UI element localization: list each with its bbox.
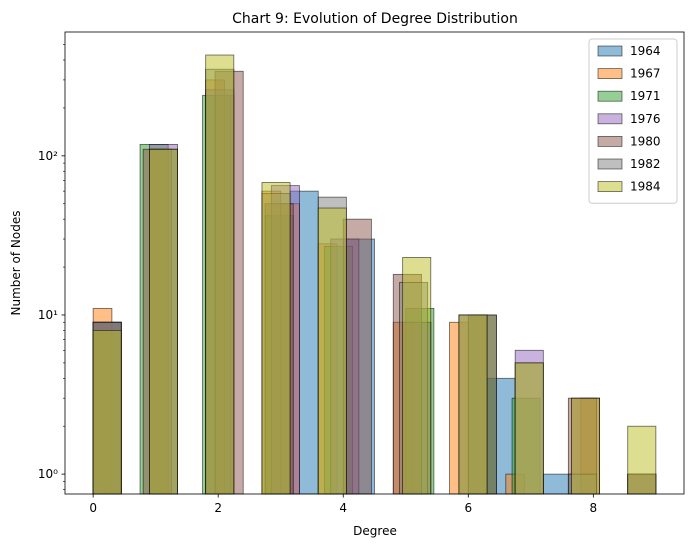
bar-1984-3: [261, 182, 291, 495]
bar-1984-1: [149, 148, 178, 495]
legend-swatch-1976: [597, 113, 623, 125]
bars-layer: [92, 54, 657, 495]
legend: 1964 1967 1971 1976 1980 1982 1984: [588, 38, 678, 204]
legend-label-1976: 1976: [630, 112, 661, 126]
legend-label-1980: 1980: [630, 134, 661, 148]
x-axis-label: Degree: [353, 524, 397, 538]
legend-swatch-1982: [597, 158, 623, 170]
bar-1984-0: [92, 329, 122, 495]
legend-label-1967: 1967: [630, 67, 661, 81]
bar-1984-8: [571, 397, 600, 495]
x-tick-label-8: 8: [590, 501, 598, 515]
y-tick-label-10: 10¹: [38, 308, 58, 322]
legend-swatch-1984: [597, 181, 623, 193]
bar-1984-4: [317, 207, 347, 495]
bar-1984-5: [402, 257, 432, 495]
axes-layer: 0 2 4 6 8 10⁰ 10¹ 10²: [38, 31, 685, 515]
legend-swatch-1964: [597, 45, 623, 57]
bar-1984-9: [627, 425, 657, 495]
legend-label-1964: 1964: [630, 44, 661, 58]
legend-label-1971: 1971: [630, 89, 661, 103]
x-tick-label-4: 4: [339, 501, 347, 515]
bar-1980-4: [342, 218, 372, 495]
y-tick-label-100: 10²: [38, 149, 58, 163]
legend-label-1984: 1984: [630, 180, 661, 194]
x-tick-label-2: 2: [214, 501, 222, 515]
bar-1984-7: [514, 362, 544, 495]
x-tick-label-0: 0: [89, 501, 97, 515]
bar-1964-7: [542, 473, 572, 495]
bar-1984-6: [458, 314, 488, 495]
legend-swatch-1980: [597, 135, 623, 147]
y-axis-label: Number of Nodes: [9, 211, 23, 316]
bar-1984-2: [205, 54, 235, 495]
legend-swatch-1971: [597, 90, 623, 102]
legend-label-1982: 1982: [630, 157, 661, 171]
y-tick-label-1: 10⁰: [38, 467, 58, 481]
axes-frame: [64, 31, 685, 495]
x-tick-label-6: 6: [464, 501, 472, 515]
legend-swatch-1967: [597, 68, 623, 79]
chart-title: Chart 9: Evolution of Degree Distributio…: [232, 11, 518, 27]
